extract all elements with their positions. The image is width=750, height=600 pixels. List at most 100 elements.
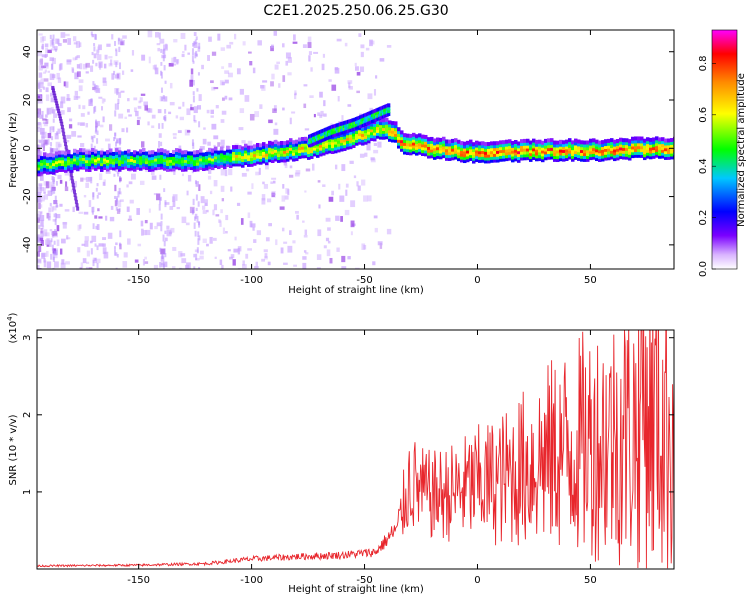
- noise-speckle: [331, 190, 334, 196]
- noise-speckle: [62, 222, 68, 225]
- noise-speckle: [62, 221, 67, 229]
- noise-speckle: [323, 100, 326, 107]
- ridge-cell: [118, 153, 122, 158]
- noise-speckle: [292, 41, 298, 44]
- noise-speckle: [79, 267, 83, 269]
- ridge-cell: [370, 134, 374, 139]
- noise-speckle: [200, 196, 205, 204]
- ridge-cell: [478, 158, 482, 163]
- noise-speckle: [80, 177, 84, 182]
- noise-column-speckle: [193, 41, 196, 46]
- ridge-cell: [97, 159, 101, 164]
- ridge-cell: [511, 143, 515, 148]
- ridge-cell: [616, 153, 620, 158]
- ridge-cell: [163, 149, 167, 154]
- ridge-cell: [103, 166, 107, 171]
- noise-speckle: [220, 47, 225, 51]
- ridge-cell: [352, 132, 356, 137]
- ridge-cell: [61, 164, 65, 169]
- ridge-cell: [505, 139, 509, 144]
- ridge-cell: [646, 154, 650, 159]
- ridge-cell: [400, 133, 404, 138]
- ridge-cell: [556, 158, 560, 163]
- ridge-cell: [505, 142, 509, 147]
- noise-speckle: [143, 101, 149, 106]
- noise-speckle: [273, 30, 278, 36]
- noise-speckle: [101, 98, 105, 104]
- noise-speckle: [49, 40, 53, 47]
- ridge-cell: [655, 145, 659, 150]
- noise-speckle: [233, 33, 237, 40]
- noise-column-speckle: [158, 32, 161, 39]
- ridge-cell: [412, 150, 416, 155]
- ridge-cell: [208, 153, 212, 158]
- ridge-cell: [73, 160, 77, 165]
- ridge-cell: [274, 154, 278, 159]
- noise-column-speckle: [52, 34, 55, 42]
- noise-speckle: [47, 70, 51, 73]
- ridge-cell: [481, 152, 485, 157]
- ridge-cell: [595, 139, 599, 144]
- ridge-cell: [151, 150, 155, 155]
- ridge-cell: [625, 149, 629, 154]
- ridge-cell: [220, 155, 224, 160]
- ridge-cell: [370, 122, 374, 127]
- ridge-cell: [607, 153, 611, 158]
- noise-speckle: [373, 215, 378, 219]
- noise-speckle: [101, 106, 104, 111]
- ridge-cell: [622, 141, 626, 146]
- ridge-cell: [235, 147, 239, 152]
- ridge-cell: [544, 153, 548, 158]
- ridge-cell: [154, 151, 158, 156]
- ridge-cell: [145, 166, 149, 171]
- noise-column-speckle: [114, 41, 117, 46]
- noise-speckle: [50, 48, 55, 51]
- ridge-cell: [142, 150, 146, 155]
- noise-speckle: [259, 84, 265, 89]
- noise-speckle: [37, 139, 43, 143]
- ridge-cell: [571, 146, 575, 151]
- noise-speckle: [207, 55, 210, 61]
- noise-speckle: [270, 181, 274, 184]
- ridge-cell: [478, 150, 482, 155]
- ridge-cell: [592, 147, 596, 152]
- ridge-cell: [259, 160, 263, 165]
- ridge-cell: [214, 155, 218, 160]
- noise-speckle: [245, 253, 249, 259]
- ridge-cell: [496, 146, 500, 151]
- noise-speckle: [348, 82, 351, 88]
- noise-speckle: [377, 241, 383, 246]
- noise-speckle: [102, 247, 107, 255]
- noise-speckle: [166, 225, 170, 230]
- ridge-cell: [85, 167, 89, 172]
- noise-column-speckle: [52, 267, 55, 269]
- ridge-cell: [166, 150, 170, 155]
- ridge-cell: [139, 152, 143, 157]
- ridge-cell: [610, 149, 614, 154]
- ridge-cell: [646, 148, 650, 153]
- noise-speckle: [322, 53, 326, 58]
- noise-speckle: [38, 33, 43, 36]
- ridge-cell: [151, 158, 155, 163]
- noise-speckle: [42, 131, 47, 139]
- ridge-cell: [169, 155, 173, 160]
- ridge-cell: [244, 155, 248, 160]
- ridge-cell: [592, 141, 596, 146]
- ridge-cell: [175, 150, 179, 155]
- diagonal-streak-cell: [74, 196, 78, 201]
- ridge-cell: [253, 144, 257, 149]
- ridge-cell: [469, 142, 473, 147]
- ridge-cell: [541, 158, 545, 163]
- noise-speckle: [102, 116, 105, 123]
- ridge-cell: [283, 143, 287, 148]
- noise-column-speckle: [55, 203, 58, 208]
- noise-speckle: [85, 123, 89, 128]
- ridge-cell: [130, 160, 134, 165]
- ridge-cell: [409, 139, 413, 144]
- ridge-cell: [526, 141, 530, 146]
- ridge-cell: [478, 141, 482, 146]
- ridge-cell: [220, 149, 224, 154]
- ridge-cell: [124, 153, 128, 158]
- ridge-cell: [85, 153, 89, 158]
